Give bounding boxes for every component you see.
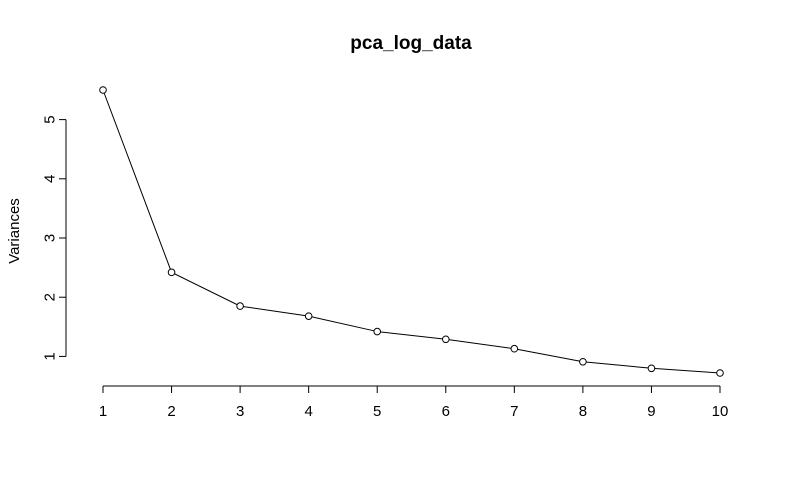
data-point bbox=[441, 335, 450, 344]
x-axis: 1 2 3 4 5 6 7 8 9 10 bbox=[99, 385, 729, 420]
x-tick-label: 6 bbox=[442, 403, 450, 420]
data-point bbox=[167, 268, 176, 277]
x-tick-label: 7 bbox=[510, 403, 518, 420]
y-tick-label: 1 bbox=[41, 352, 58, 360]
data-point bbox=[579, 357, 587, 366]
x-tick-label: 9 bbox=[647, 403, 655, 420]
y-tick-label: 5 bbox=[41, 115, 58, 123]
chart-title: pca_log_data bbox=[350, 33, 472, 54]
x-tick-label: 5 bbox=[373, 403, 381, 420]
x-tick-label: 4 bbox=[304, 403, 312, 420]
data-points bbox=[99, 86, 724, 377]
data-point bbox=[236, 302, 244, 310]
data-point bbox=[373, 327, 382, 336]
x-tick-label: 8 bbox=[579, 403, 587, 420]
x-tick-label: 2 bbox=[167, 403, 175, 420]
x-tick-label: 3 bbox=[236, 403, 244, 420]
series-line bbox=[102, 89, 721, 374]
data-point bbox=[304, 312, 313, 320]
data-point bbox=[716, 369, 724, 377]
y-axis-label: Variances bbox=[6, 198, 23, 264]
y-tick-label: 4 bbox=[41, 175, 58, 183]
y-axis: 1 2 3 4 5 bbox=[41, 115, 67, 361]
y-tick-label: 2 bbox=[41, 293, 58, 301]
data-point bbox=[510, 344, 519, 353]
data-point bbox=[647, 364, 656, 373]
x-tick-label: 1 bbox=[99, 403, 107, 420]
y-tick-label: 3 bbox=[41, 234, 58, 242]
data-point bbox=[99, 86, 107, 94]
x-tick-label: 10 bbox=[712, 403, 729, 420]
